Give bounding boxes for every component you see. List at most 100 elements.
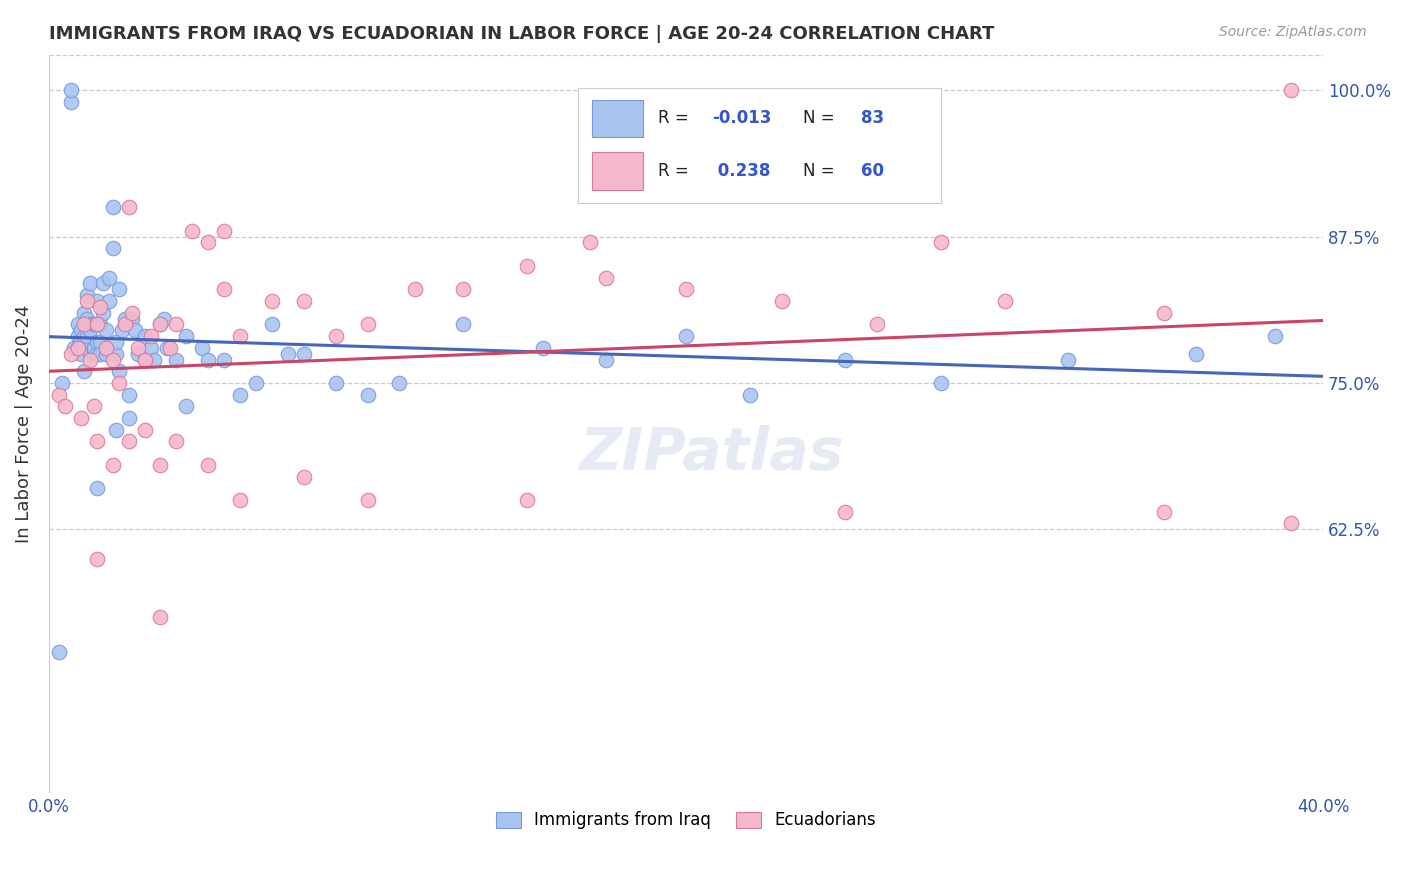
- Point: [159, 341, 181, 355]
- Point: [156, 341, 179, 355]
- Point: [134, 352, 156, 367]
- Point: [51, 376, 73, 390]
- Point: [79, 277, 101, 291]
- Point: [101, 200, 124, 214]
- Point: [60, 346, 83, 360]
- Point: [770, 293, 793, 308]
- Point: [104, 423, 127, 437]
- Point: [86, 346, 108, 360]
- Point: [404, 282, 426, 296]
- Point: [994, 293, 1017, 308]
- Point: [111, 323, 134, 337]
- Point: [108, 282, 131, 296]
- Point: [121, 306, 143, 320]
- Point: [73, 329, 96, 343]
- Point: [212, 352, 235, 367]
- Y-axis label: In Labor Force | Age 20-24: In Labor Force | Age 20-24: [15, 305, 32, 543]
- Point: [149, 318, 172, 332]
- Point: [174, 400, 197, 414]
- Point: [79, 318, 101, 332]
- Point: [66, 341, 89, 355]
- Point: [451, 282, 474, 296]
- Point: [292, 293, 315, 308]
- Point: [139, 341, 162, 355]
- Point: [101, 241, 124, 255]
- Point: [73, 318, 96, 332]
- Point: [83, 400, 105, 414]
- Point: [197, 235, 219, 250]
- Point: [1153, 505, 1175, 519]
- Point: [96, 323, 118, 337]
- Point: [117, 387, 139, 401]
- Point: [292, 346, 315, 360]
- Point: [245, 376, 267, 390]
- Text: IMMIGRANTS FROM IRAQ VS ECUADORIAN IN LABOR FORCE | AGE 20-24 CORRELATION CHART: IMMIGRANTS FROM IRAQ VS ECUADORIAN IN LA…: [49, 25, 994, 43]
- Point: [834, 352, 856, 367]
- Point: [134, 352, 156, 367]
- Point: [69, 323, 91, 337]
- Point: [48, 387, 70, 401]
- Point: [69, 334, 91, 349]
- Point: [53, 400, 76, 414]
- Point: [86, 334, 108, 349]
- Point: [165, 352, 187, 367]
- Point: [139, 329, 162, 343]
- Point: [197, 352, 219, 367]
- Point: [181, 224, 204, 238]
- Point: [143, 352, 166, 367]
- Point: [866, 318, 889, 332]
- Point: [174, 329, 197, 343]
- Point: [76, 293, 98, 308]
- Point: [117, 200, 139, 214]
- Point: [134, 423, 156, 437]
- Point: [1153, 306, 1175, 320]
- Point: [108, 376, 131, 390]
- Point: [127, 341, 149, 355]
- Point: [60, 83, 83, 97]
- Point: [89, 300, 111, 314]
- Point: [260, 318, 283, 332]
- Point: [60, 95, 83, 109]
- Point: [48, 645, 70, 659]
- Point: [325, 376, 347, 390]
- Point: [73, 364, 96, 378]
- Point: [79, 352, 101, 367]
- Point: [114, 318, 136, 332]
- Point: [63, 341, 86, 355]
- Point: [191, 341, 214, 355]
- Point: [101, 458, 124, 472]
- Point: [124, 323, 146, 337]
- Point: [595, 270, 617, 285]
- Point: [134, 329, 156, 343]
- Point: [1279, 516, 1302, 531]
- Point: [1057, 352, 1080, 367]
- Point: [66, 318, 89, 332]
- Point: [121, 311, 143, 326]
- Point: [96, 346, 118, 360]
- Point: [152, 311, 174, 326]
- Point: [76, 329, 98, 343]
- Point: [229, 493, 252, 508]
- Point: [73, 306, 96, 320]
- Point: [86, 293, 108, 308]
- Point: [929, 376, 952, 390]
- Point: [929, 235, 952, 250]
- Point: [69, 346, 91, 360]
- Point: [69, 411, 91, 425]
- Point: [86, 551, 108, 566]
- Point: [212, 282, 235, 296]
- Point: [149, 458, 172, 472]
- Point: [101, 352, 124, 367]
- Point: [1279, 83, 1302, 97]
- Point: [114, 311, 136, 326]
- Point: [104, 334, 127, 349]
- Point: [86, 481, 108, 495]
- Point: [79, 323, 101, 337]
- Point: [86, 318, 108, 332]
- Legend: Immigrants from Iraq, Ecuadorians: Immigrants from Iraq, Ecuadorians: [489, 805, 883, 836]
- Point: [1264, 329, 1286, 343]
- Point: [149, 610, 172, 624]
- Point: [277, 346, 299, 360]
- Point: [96, 341, 118, 355]
- Point: [229, 387, 252, 401]
